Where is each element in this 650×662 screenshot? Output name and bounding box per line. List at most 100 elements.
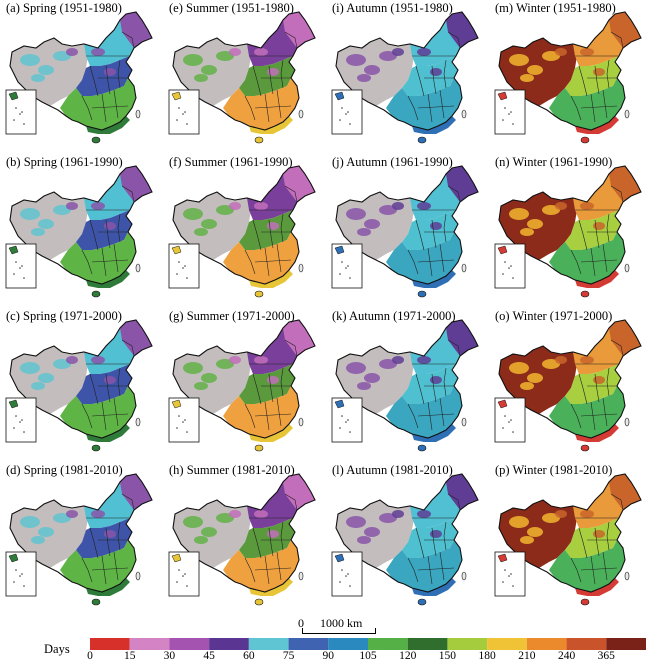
- map-drawing: [494, 165, 642, 298]
- inset-land: [171, 399, 182, 409]
- inset-island-dot: [510, 265, 512, 267]
- inset-island-dot: [345, 575, 347, 577]
- map-region-south: [223, 540, 299, 592]
- map-drawing: [168, 165, 316, 298]
- province-boundary: [417, 259, 455, 263]
- inset-island-dot: [13, 581, 15, 583]
- province-boundary: [415, 527, 425, 559]
- inset-island-dot: [19, 113, 21, 115]
- province-boundary: [602, 551, 608, 581]
- province-boundary: [439, 551, 445, 581]
- panel-label: (d) Spring (1981-2010): [6, 463, 123, 477]
- province-boundary: [276, 551, 282, 581]
- province-boundary: [602, 89, 608, 119]
- inset-land: [497, 245, 508, 255]
- province-boundary: [580, 567, 618, 571]
- province-boundary: [606, 59, 610, 89]
- inset-land: [171, 91, 182, 101]
- island-east: [624, 417, 630, 427]
- map-panel: (k) Autumn (1971-2000): [328, 308, 486, 456]
- map-patch: [580, 202, 594, 210]
- legend-color-segment: [407, 638, 448, 650]
- map-region-south: [386, 540, 462, 592]
- province-boundary: [254, 105, 292, 109]
- map-patch: [509, 54, 529, 66]
- map-region-coast: [412, 270, 456, 288]
- province-boundary: [252, 65, 262, 97]
- map-patch: [66, 48, 78, 56]
- legend-tick-label: 90: [322, 650, 335, 662]
- province-boundary: [606, 521, 610, 551]
- map-region-northeast: [446, 320, 478, 356]
- map-panel: (m) Winter (1951-1980): [491, 0, 649, 148]
- inset-island-dot: [13, 119, 15, 121]
- inset-island-dot: [504, 261, 506, 263]
- province-boundary: [244, 95, 256, 121]
- inset-island-dot: [347, 573, 349, 575]
- legend-tick-label: 0: [87, 650, 93, 662]
- inset-island-dot: [13, 427, 15, 429]
- inset-island-dot: [345, 267, 347, 269]
- province-boundary: [427, 93, 433, 123]
- legend: Days 0 15 30 45 60 75 90 105 120 150 180 210 240 365: [40, 636, 646, 662]
- country-outline: [9, 473, 153, 593]
- island-east: [298, 417, 304, 427]
- province-boundary: [268, 373, 274, 403]
- map-panel: (p) Winter (1981-2010): [491, 462, 649, 610]
- province-boundary: [244, 403, 256, 429]
- map-region-coast: [86, 116, 130, 134]
- province-boundary: [121, 339, 135, 357]
- province-boundary: [439, 89, 445, 119]
- inset-island-dot: [23, 123, 25, 125]
- legend-color-segment: [368, 638, 408, 650]
- map-patch: [555, 510, 567, 518]
- inset-island-dot: [502, 119, 504, 121]
- inset-island-dot: [15, 107, 17, 109]
- map-patch: [229, 48, 241, 56]
- panel-label: (n) Winter (1961-1990): [495, 155, 613, 169]
- province-boundary: [101, 555, 107, 585]
- panel-label: (l) Autumn (1981-2010): [332, 463, 453, 477]
- scale-bar: 0 1000 km: [298, 616, 378, 638]
- inset-island-dot: [510, 573, 512, 575]
- country-outline: [498, 165, 642, 285]
- map-patch: [364, 65, 380, 75]
- inset-island-dot: [15, 415, 17, 417]
- province-boundary: [81, 403, 93, 429]
- map-region-northeast: [120, 320, 152, 356]
- map-patch: [527, 65, 543, 75]
- country-outline: [9, 165, 153, 285]
- map-patch: [20, 516, 40, 528]
- map-region-coast: [575, 424, 619, 442]
- legend-tick-label: 150: [438, 650, 457, 662]
- inset-island-dot: [186, 585, 188, 587]
- map-drawing: [168, 11, 316, 144]
- map-patch: [357, 228, 371, 236]
- map-patch: [31, 536, 45, 544]
- island-east: [461, 571, 467, 581]
- inset-land: [497, 399, 508, 409]
- map-region-coast: [86, 424, 130, 442]
- map-region-northeast: [446, 474, 478, 510]
- province-boundary: [252, 219, 262, 251]
- province-boundary: [284, 339, 298, 357]
- inset-island-dot: [347, 111, 349, 113]
- island: [417, 290, 427, 298]
- province-boundary: [415, 219, 425, 251]
- map-patch: [593, 222, 605, 230]
- map-patch: [527, 219, 543, 229]
- province-boundary: [280, 521, 284, 551]
- panel-label: (m) Winter (1951-1980): [495, 1, 616, 15]
- province-boundary: [264, 555, 270, 585]
- map-patch: [183, 516, 203, 528]
- map-patch: [520, 536, 534, 544]
- map-patch: [254, 202, 268, 210]
- island: [580, 598, 590, 606]
- province-boundary: [580, 413, 618, 417]
- inset-island-dot: [13, 273, 15, 275]
- map-patch: [20, 54, 40, 66]
- province-boundary: [121, 185, 135, 203]
- map-patch: [430, 68, 442, 76]
- map-patch: [194, 382, 208, 390]
- map-patch: [31, 74, 45, 82]
